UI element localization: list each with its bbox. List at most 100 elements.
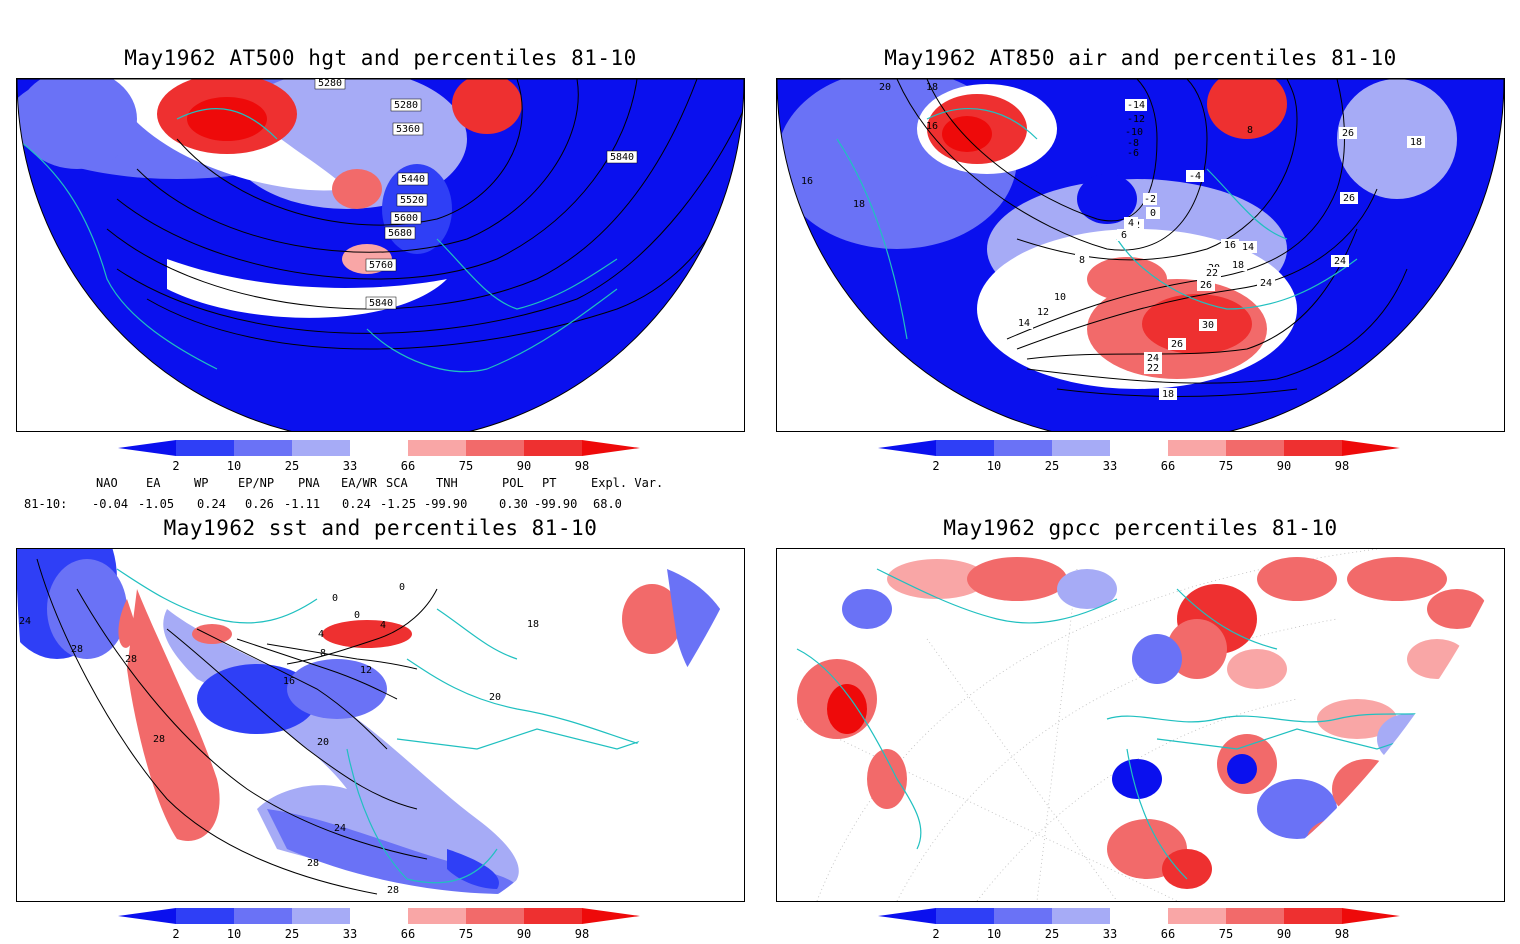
- contour-label: 26: [1343, 193, 1355, 204]
- index-header: Expl. Var.: [591, 476, 664, 490]
- index-value: 0.24: [197, 497, 226, 511]
- contour-label: 30: [1202, 320, 1214, 331]
- colorbar-tick: 33: [1103, 927, 1117, 940]
- map-panel-sst: 24 28 28 28 0 0 0 4 4 8 12 16 20 24 28 2…: [16, 548, 745, 902]
- index-value: -0.04: [92, 497, 129, 511]
- contour-label: 14: [1018, 318, 1030, 329]
- colorbar-tick: 25: [285, 459, 299, 473]
- colorbar-tick: 10: [227, 459, 241, 473]
- index-row-label: 81-10:: [24, 497, 68, 511]
- colorbar-sst: 2 10 25 33 66 75 90 98: [118, 908, 648, 941]
- contour-label: 12: [1037, 307, 1049, 318]
- contour-label: 24: [1260, 278, 1272, 289]
- colorbar-tick: 66: [401, 927, 415, 940]
- colorbar-tick: 25: [1045, 459, 1059, 473]
- index-value: 0.26: [245, 497, 274, 511]
- colorbar-tick: 90: [517, 927, 531, 940]
- colorbar-tick: 25: [285, 927, 299, 940]
- colorbar-tick: 66: [401, 459, 415, 473]
- panel-title-hgt500: May1962 AT500 hgt and percentiles 81-10: [124, 46, 637, 70]
- index-value: 0.24: [342, 497, 371, 511]
- contour-label: -2: [1144, 194, 1156, 205]
- contour-label: 28: [307, 858, 319, 869]
- contour-label: 8: [320, 648, 326, 659]
- contour-label: 5280: [394, 100, 418, 111]
- precip-anomaly-patches: [797, 557, 1487, 889]
- contour-label: 28: [153, 734, 165, 745]
- index-header: EA/WR: [341, 476, 378, 490]
- index-header: NAO: [96, 476, 118, 490]
- contour-label: 26: [1200, 280, 1212, 291]
- colorbar-tick: 10: [987, 459, 1001, 473]
- contour-label: 5600: [394, 213, 418, 224]
- colorbar-tick: 98: [575, 459, 589, 473]
- panel-title-sst: May1962 sst and percentiles 81-10: [163, 516, 598, 540]
- colorbar-tick: 33: [343, 927, 357, 940]
- contour-label: 16: [926, 121, 938, 132]
- map-panel-gpcc: [776, 548, 1505, 902]
- colorbar-tick: 2: [932, 459, 939, 473]
- contour-label: 22: [1147, 363, 1159, 374]
- colorbar-tick: 90: [1277, 927, 1291, 940]
- colorbar-tick: 66: [1161, 927, 1175, 940]
- contour-label: -8: [1127, 138, 1139, 149]
- contour-label: 12: [360, 665, 372, 676]
- contour-label: 20: [879, 82, 891, 93]
- colorbar-tick: 2: [932, 927, 939, 940]
- contour-label: -4: [1189, 171, 1201, 182]
- index-header: PT: [542, 476, 557, 490]
- contour-label: 18: [1162, 389, 1174, 400]
- index-value: -1.11: [284, 497, 321, 511]
- colorbar-tick: 75: [1219, 927, 1233, 940]
- contour-label: 10: [1054, 292, 1066, 303]
- contour-label: 5840: [610, 152, 634, 163]
- colorbar-tick: 66: [1161, 459, 1175, 473]
- colorbar-tick: 2: [172, 459, 179, 473]
- colorbar-tick: 98: [1335, 927, 1349, 940]
- contour-label: 16: [283, 676, 295, 687]
- contour-label: 28: [71, 644, 83, 655]
- contour-label: 24: [334, 823, 346, 834]
- contour-label: 5760: [369, 260, 393, 271]
- contour-label: 18: [527, 619, 539, 630]
- contour-label: 5680: [388, 228, 412, 239]
- contour-label: 8: [1247, 125, 1253, 136]
- contour-label: 5520: [400, 195, 424, 206]
- colorbar-hgt500: 2 10 25 33 66 75 90 98: [118, 440, 648, 476]
- contour-label: 0: [332, 593, 338, 604]
- contour-label: 18: [853, 199, 865, 210]
- contour-label: 16: [1224, 240, 1236, 251]
- teleconnection-indices: NAO EA WP EP/NP PNA EA/WR SCA TNH POL PT…: [0, 470, 760, 520]
- contour-label: 20: [489, 692, 501, 703]
- contour-label: 4: [1128, 218, 1134, 229]
- colorbar-tick: 2: [172, 927, 179, 940]
- index-value: -99.90: [534, 497, 578, 511]
- contour-label: 24: [19, 616, 31, 627]
- index-value: 68.0: [593, 497, 622, 511]
- contour-label: 16: [801, 176, 813, 187]
- contour-label: 0: [399, 582, 405, 593]
- colorbar-tick: 75: [459, 459, 473, 473]
- colorbar-tick: 75: [459, 927, 473, 940]
- contour-label: 26: [1342, 128, 1354, 139]
- index-header: EA: [146, 476, 161, 490]
- colorbar-air850: 2 10 25 33 66 75 90 98: [878, 440, 1408, 476]
- index-value: -99.90: [424, 497, 468, 511]
- index-header: EP/NP: [238, 476, 275, 490]
- contour-label: 4: [380, 620, 386, 631]
- contour-label: -6: [1127, 148, 1139, 159]
- contour-label: -12: [1127, 114, 1145, 125]
- contour-label: 22: [1206, 268, 1218, 279]
- map-panel-air850: 20 18 16 -14 -12 -10 -8 -6 -4 -2 0 2 4 6…: [776, 78, 1505, 432]
- contour-label: 4: [318, 629, 324, 640]
- contour-label: -14: [1127, 100, 1145, 111]
- contour-label: 0: [354, 610, 360, 621]
- colorbar-tick: 90: [517, 459, 531, 473]
- index-value: -1.25: [380, 497, 417, 511]
- contour-label: 5440: [401, 174, 425, 185]
- contour-label: 8: [1079, 255, 1085, 266]
- index-header: SCA: [386, 476, 408, 490]
- colorbar-tick: 75: [1219, 459, 1233, 473]
- panel-title-gpcc: May1962 gpcc percentiles 81-10: [943, 516, 1338, 540]
- contour-label: 24: [1147, 353, 1159, 364]
